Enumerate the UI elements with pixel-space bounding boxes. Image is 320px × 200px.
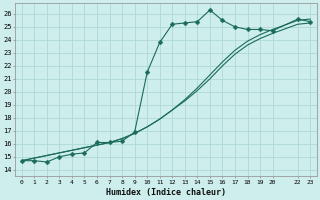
- X-axis label: Humidex (Indice chaleur): Humidex (Indice chaleur): [106, 188, 226, 197]
